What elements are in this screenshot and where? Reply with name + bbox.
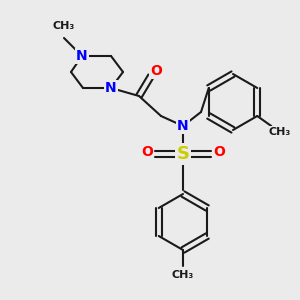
- Text: CH₃: CH₃: [53, 21, 75, 31]
- Text: O: O: [213, 145, 225, 159]
- Text: CH₃: CH₃: [268, 127, 290, 137]
- Text: N: N: [177, 119, 189, 133]
- Text: N: N: [76, 49, 88, 63]
- Text: CH₃: CH₃: [172, 270, 194, 280]
- Text: O: O: [141, 145, 153, 159]
- Text: O: O: [150, 64, 162, 78]
- Text: S: S: [176, 145, 190, 163]
- Text: N: N: [105, 81, 117, 95]
